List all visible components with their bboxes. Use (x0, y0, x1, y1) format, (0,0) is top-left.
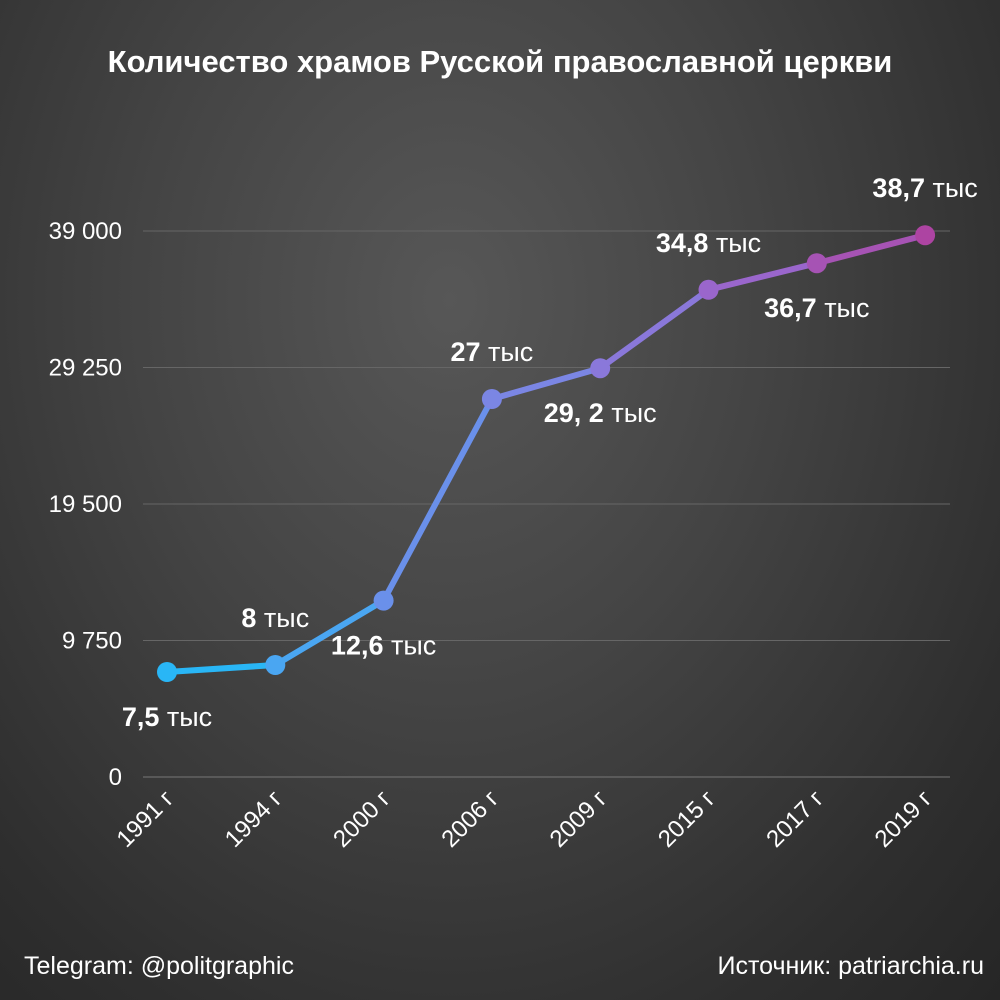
data-label: 12,6 тыс (331, 631, 436, 661)
data-point (915, 225, 936, 246)
line-segment (488, 365, 604, 402)
data-label-value: 7,5 (122, 702, 167, 732)
data-label-unit: тыс (167, 702, 212, 732)
x-tick-label: 2006 г (436, 785, 504, 853)
x-tick-label: 1991 г (111, 785, 179, 853)
data-point (265, 655, 286, 675)
x-tick-label: 1994 г (220, 785, 288, 853)
line-segment (597, 286, 712, 372)
y-tick-label: 19 500 (49, 491, 122, 518)
x-tick-label: 2017 г (761, 785, 829, 853)
data-label-unit: тыс (488, 337, 533, 367)
chart-title: Количество храмов Русской православной ц… (107, 44, 893, 79)
data-label-unit: тыс (391, 631, 436, 661)
y-tick-label: 39 000 (49, 218, 122, 245)
data-point (590, 358, 611, 379)
data-point (698, 279, 719, 300)
data-point (157, 662, 177, 682)
line-segment (272, 597, 387, 668)
data-label-unit: тыс (611, 398, 656, 428)
line-segment (813, 232, 929, 267)
line-segment (705, 260, 820, 293)
footer-source: Источник: patriarchia.ru (717, 952, 984, 980)
data-label: 34,8 тыс (656, 228, 761, 258)
data-label-value: 27 (450, 337, 488, 367)
data-label: 27 тыс (450, 337, 533, 367)
data-label-value: 8 (241, 603, 264, 633)
y-tick-label: 0 (109, 764, 122, 791)
data-point (373, 590, 394, 611)
data-label: 7,5 тыс (122, 702, 212, 732)
data-label-value: 29, 2 (544, 398, 612, 428)
data-label: 38,7 тыс (872, 173, 977, 203)
data-label-value: 12,6 (331, 631, 391, 661)
x-tick-label: 2019 г (870, 785, 938, 853)
data-label-unit: тыс (716, 228, 761, 258)
data-label-unit: тыс (932, 173, 977, 203)
data-point (806, 253, 827, 274)
data-label-unit: тыс (264, 603, 309, 633)
y-tick-label: 9 750 (62, 628, 122, 655)
data-label: 8 тыс (241, 603, 309, 633)
data-label-value: 38,7 (872, 173, 932, 203)
data-label: 29, 2 тыс (544, 398, 657, 428)
data-label-value: 34,8 (656, 228, 716, 258)
footer-telegram: Telegram: @politgraphic (24, 952, 294, 980)
line-segment (164, 662, 279, 675)
x-tick-label: 2009 г (545, 785, 613, 853)
data-label-value: 36,7 (764, 293, 824, 323)
line-segment (380, 396, 495, 604)
data-point (481, 389, 502, 409)
data-label-unit: тыс (824, 293, 869, 323)
x-tick-label: 2015 г (653, 785, 721, 853)
y-tick-label: 29 250 (49, 355, 122, 382)
data-label: 36,7 тыс (764, 293, 869, 323)
x-tick-label: 2000 г (328, 785, 396, 853)
